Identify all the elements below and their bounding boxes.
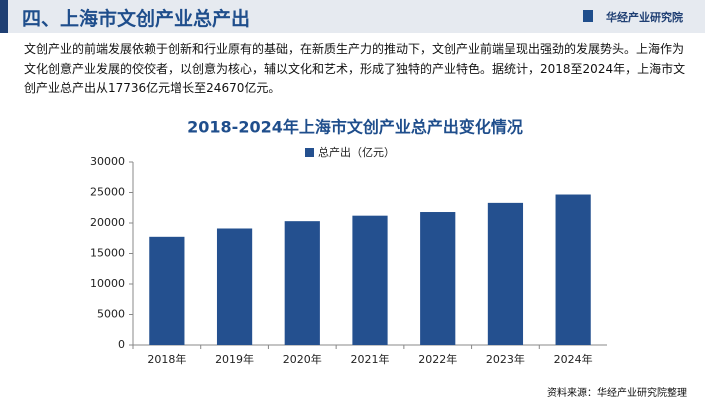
x-tick-label: 2018年 bbox=[147, 352, 186, 366]
x-tick-label: 2024年 bbox=[554, 352, 593, 366]
y-tick-label: 25000 bbox=[90, 186, 125, 199]
header-title: 四、上海市文创产业总产出 bbox=[22, 8, 251, 30]
legend-swatch bbox=[305, 148, 314, 157]
y-tick-label: 5000 bbox=[97, 308, 125, 321]
bar bbox=[420, 212, 456, 345]
bar bbox=[555, 194, 591, 345]
legend-label: 总产出（亿元） bbox=[318, 145, 395, 159]
bar bbox=[216, 228, 253, 345]
header-accent bbox=[0, 0, 8, 33]
bar bbox=[149, 236, 185, 345]
y-tick-label: 30000 bbox=[90, 155, 125, 168]
paragraph: 文创产业的前端发展依赖于创新和行业原有的基础，在新质生产力的推动下，文创产业前端… bbox=[24, 42, 686, 95]
x-tick-label: 2023年 bbox=[486, 352, 525, 366]
chart-title: 2018-2024年上海市文创产业总产出变化情况 bbox=[187, 118, 523, 137]
y-tick-label: 0 bbox=[118, 338, 125, 351]
x-tick-label: 2021年 bbox=[351, 352, 390, 366]
x-tick-label: 2019年 bbox=[215, 352, 254, 366]
logo-icon bbox=[583, 10, 593, 22]
bar bbox=[352, 215, 388, 345]
y-tick-label: 20000 bbox=[90, 216, 125, 229]
y-tick-label: 15000 bbox=[90, 247, 125, 260]
source: 资料来源：华经产业研究院整理 bbox=[547, 388, 687, 399]
bar bbox=[487, 202, 524, 345]
x-tick-label: 2020年 bbox=[283, 352, 322, 366]
x-tick-label: 2022年 bbox=[418, 352, 457, 366]
bar bbox=[284, 221, 320, 345]
logo-text: 华经产业研究院 bbox=[606, 11, 683, 24]
y-tick-label: 10000 bbox=[90, 277, 125, 290]
